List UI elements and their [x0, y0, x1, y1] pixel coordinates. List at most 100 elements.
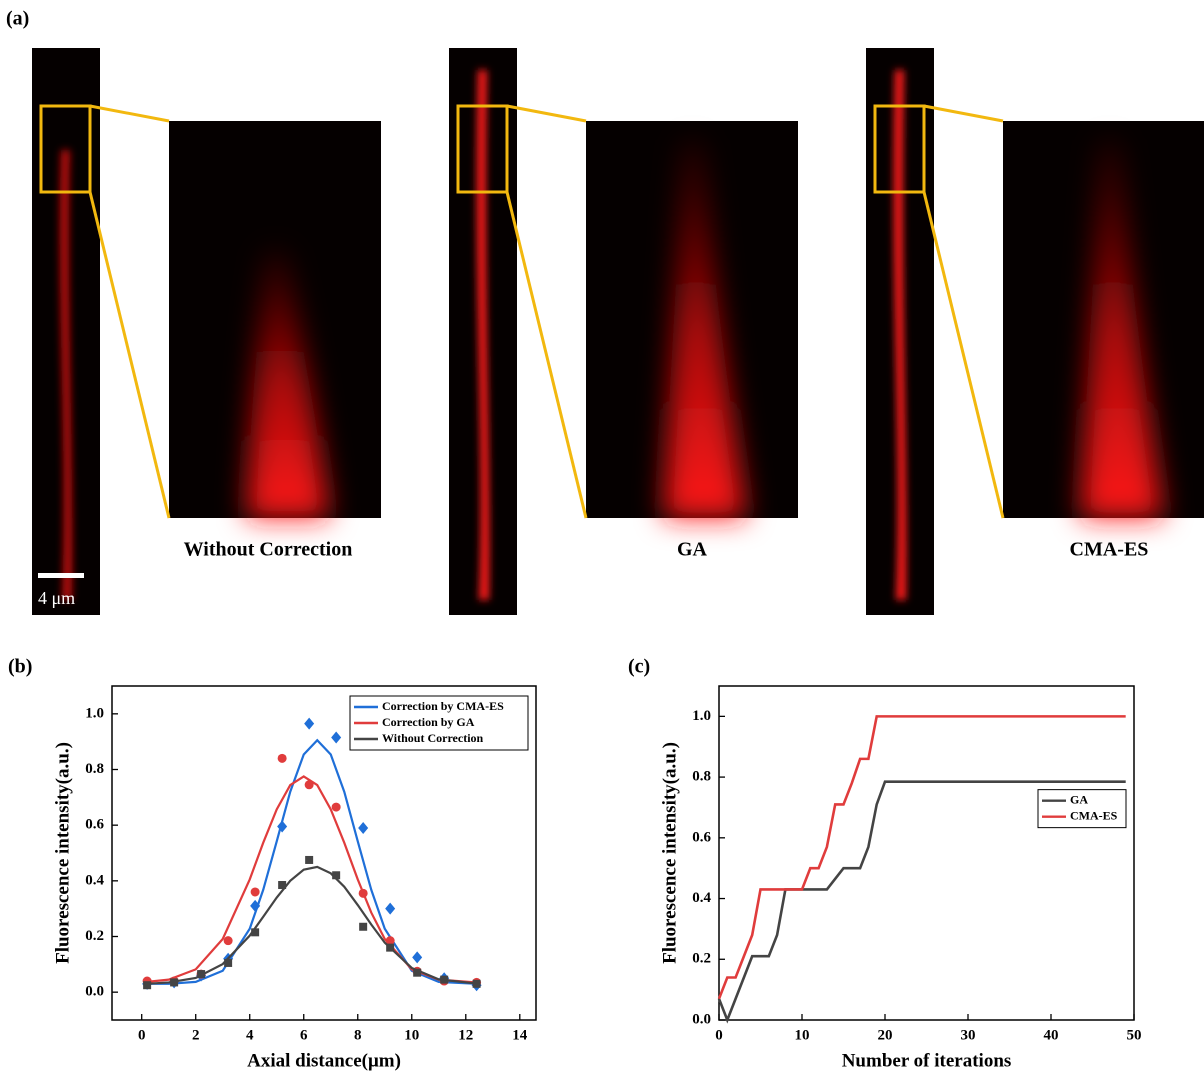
x-tick-label: 30 — [961, 1027, 976, 1043]
y-tick-label: 0.4 — [692, 890, 711, 906]
y-tick-label: 0.2 — [85, 928, 104, 944]
data-point — [250, 899, 261, 912]
x-tick-label: 40 — [1044, 1027, 1059, 1043]
zoom-connector — [922, 191, 1005, 519]
data-point — [304, 717, 315, 730]
x-tick-label: 50 — [1127, 1027, 1142, 1043]
zoom-signal — [664, 140, 746, 518]
y-tick-label: 0.2 — [692, 951, 711, 967]
x-tick-label: 14 — [512, 1027, 528, 1043]
chart: 0 10 20 30 40 50 0.0 0.2 0.4 0.6 0.8 1.0 Number of i… — [659, 685, 1142, 1071]
x-axis-label: Number of iterations — [842, 1050, 1012, 1071]
data-point — [413, 968, 422, 977]
roi-box — [873, 104, 926, 194]
image-group: CMA-ES — [866, 48, 1204, 615]
data-point — [251, 928, 260, 937]
panel-label: (b) — [8, 656, 32, 678]
fit-line — [147, 865, 477, 985]
x-tick-label: 2 — [192, 1027, 200, 1043]
fit-line — [146, 775, 477, 984]
data-point — [385, 902, 396, 915]
x-tick-label: 0 — [138, 1027, 146, 1043]
data-point — [359, 922, 368, 931]
legend-label: Correction by GA — [382, 715, 475, 729]
x-tick-label: 0 — [715, 1027, 723, 1043]
y-tick-label: 0.8 — [692, 769, 711, 785]
data-point — [412, 951, 423, 964]
data-point — [440, 975, 449, 984]
data-point — [472, 979, 481, 988]
data-line — [717, 715, 1126, 1000]
data-point — [358, 888, 368, 898]
y-tick-label: 0.8 — [85, 761, 104, 777]
x-tick-label: 6 — [300, 1027, 308, 1043]
plot-frame — [718, 685, 1135, 1021]
data-point — [278, 881, 287, 890]
x-tick-label: 20 — [878, 1027, 893, 1043]
legend-label: Without Correction — [382, 731, 484, 745]
y-tick-label: 0.6 — [85, 817, 104, 833]
data-point — [224, 958, 233, 967]
data-point — [305, 855, 314, 864]
roi-box — [456, 104, 509, 194]
scale-bar — [38, 573, 84, 578]
image-caption: Without Correction — [184, 539, 353, 561]
data-point — [358, 821, 369, 834]
x-tick-label: 12 — [458, 1027, 473, 1043]
data-point — [197, 970, 206, 979]
x-tick-label: 10 — [795, 1027, 810, 1043]
zoom-connector — [923, 104, 1004, 123]
zoom-connector — [89, 104, 170, 123]
data-point — [223, 936, 233, 946]
data-point — [332, 871, 341, 880]
legend-label: Correction by CMA-ES — [382, 699, 504, 713]
roi-box — [39, 104, 92, 194]
y-tick-label: 1.0 — [692, 708, 711, 724]
x-tick-label: 8 — [354, 1027, 362, 1043]
x-axis-label: Axial distance(μm) — [247, 1050, 401, 1071]
panel-label: (c) — [628, 656, 650, 678]
strip-signal — [893, 70, 907, 600]
fit-line — [147, 738, 477, 985]
x-tick-label: 4 — [246, 1027, 254, 1043]
y-axis-label: Fluorescence intensity(a.u.) — [52, 742, 73, 964]
scale-bar-label: 4 μm — [38, 588, 75, 608]
data-point — [277, 820, 288, 833]
zoom-connector — [506, 104, 587, 123]
y-tick-label: 0.6 — [692, 829, 711, 845]
legend-box — [1037, 789, 1127, 829]
y-tick-label: 0.4 — [85, 872, 104, 888]
data-point — [331, 731, 342, 744]
plot-frame — [111, 685, 537, 1021]
data-point — [250, 887, 260, 897]
image-caption: GA — [677, 539, 708, 561]
legend-label: GA — [1070, 792, 1088, 806]
y-axis-label: Fluorescence intensity(a.u.) — [659, 742, 680, 964]
data-point — [385, 936, 395, 946]
zoom-signal — [1081, 140, 1163, 518]
data-point — [277, 753, 287, 763]
y-tick-label: 0.0 — [85, 984, 104, 1000]
zoom-connector — [505, 191, 588, 519]
data-point — [143, 981, 152, 990]
panel-label: (a) — [6, 8, 29, 30]
strip-signal — [59, 150, 73, 600]
data-point — [386, 943, 395, 952]
image-caption: CMA-ES — [1070, 539, 1149, 561]
y-tick-label: 1.0 — [85, 705, 104, 721]
image-group: Without Correction — [32, 48, 381, 615]
data-point — [331, 802, 341, 812]
image-panels: Without Correction GA CMA-ES 4 μm — [32, 48, 1204, 615]
chart: 0 2 4 6 8 10 12 14 0.0 0.2 0.4 0.6 0.8 1.0 Axial dista… — [52, 685, 537, 1071]
legend-box — [349, 695, 529, 751]
image-group: GA — [449, 48, 798, 615]
x-tick-label: 10 — [404, 1027, 419, 1043]
data-point — [170, 978, 179, 987]
zoom-signal — [247, 250, 329, 518]
zoom-connector — [88, 191, 171, 519]
legend-label: CMA-ES — [1070, 808, 1118, 822]
y-tick-label: 0.0 — [692, 1011, 711, 1027]
data-point — [304, 780, 314, 790]
strip-signal — [476, 70, 490, 600]
